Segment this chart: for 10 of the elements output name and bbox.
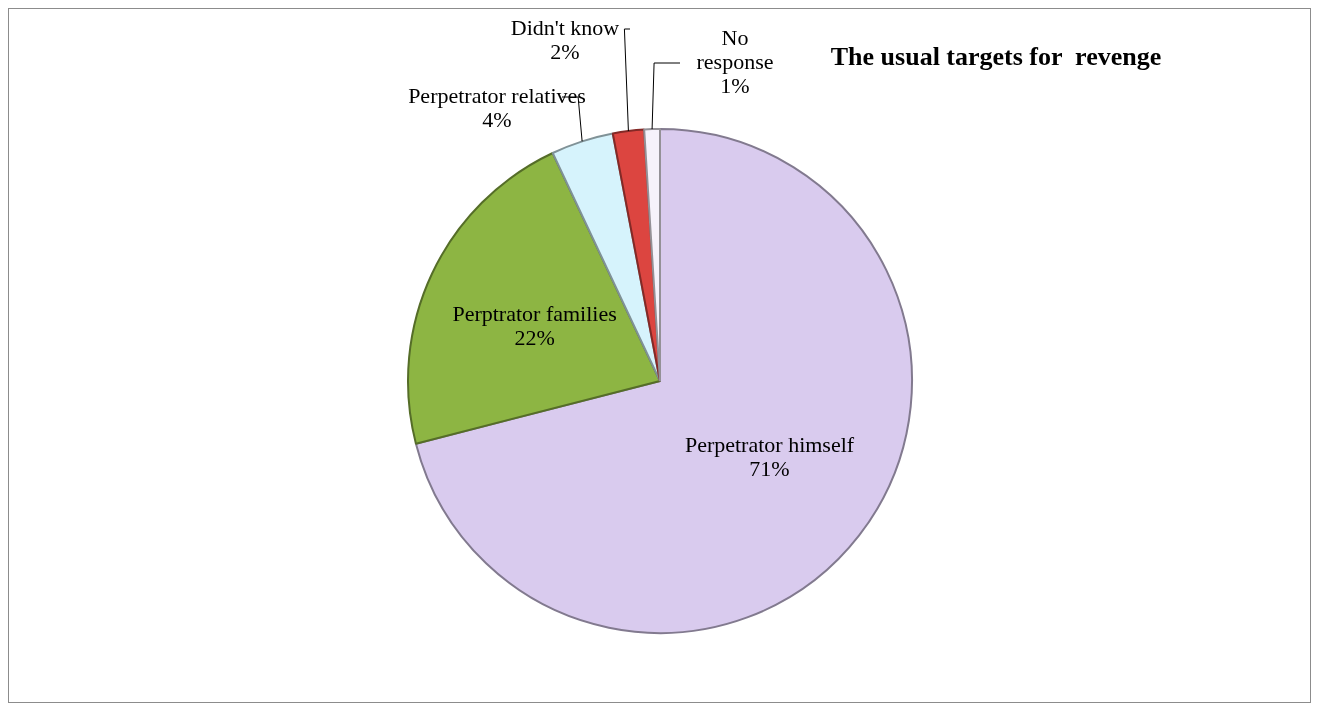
slice-label: Perpetrator relatives <box>408 82 586 108</box>
data-label: 71% <box>749 456 790 482</box>
data-label: 4% <box>482 106 512 132</box>
data-label: 22% <box>514 325 555 351</box>
slice-label: Perpetrator himself <box>684 432 855 458</box>
slice-label: No response <box>696 24 774 74</box>
slice-label: Didn't know <box>510 14 620 40</box>
slice-label: Perptrator families <box>452 301 617 327</box>
text: The usual targets for revenge <box>830 41 1162 71</box>
data-label: 2% <box>550 38 580 64</box>
